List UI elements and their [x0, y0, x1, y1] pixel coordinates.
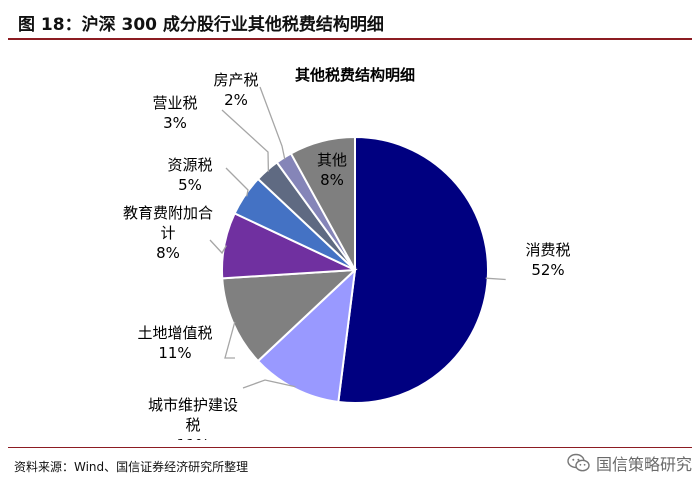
figure-title: 图 18：沪深 300 成分股行业其他税费结构明细	[18, 15, 384, 35]
figure-footer: 资料来源：Wind、国信证券经济研究所整理 国信策略研究	[8, 447, 692, 481]
pie-leader-line	[225, 167, 249, 197]
pie-slice-label: 资源税	[167, 156, 212, 174]
pie-slice	[289, 135, 356, 271]
pie-slice	[256, 267, 357, 404]
pie-leader-line	[259, 86, 286, 160]
pie-leader-line	[209, 239, 227, 255]
pie-slices	[221, 135, 490, 404]
pie-slice-value-label: 8%	[320, 171, 344, 189]
wechat-icon	[567, 453, 590, 472]
pie-leader-lines	[209, 86, 506, 389]
pie-slice	[337, 135, 490, 404]
pie-leader-line	[224, 321, 236, 359]
pie-slice-value-label: 11%	[158, 344, 191, 362]
pie-slice-label: 城市维护建设税	[148, 396, 238, 434]
pie-leader-line	[485, 277, 506, 281]
watermark-text: 国信策略研究	[595, 455, 692, 474]
pie-slice-label: 其他	[317, 151, 347, 169]
pie-slice-value-label: 8%	[156, 244, 180, 262]
pie-slice-value-label: 11%	[176, 436, 209, 440]
source-note: 资料来源：Wind、国信证券经济研究所整理	[14, 460, 249, 474]
pie-slice-value-label: 2%	[224, 91, 248, 109]
pie-slice-label: 营业税	[152, 94, 197, 112]
pie-leader-line	[242, 379, 296, 389]
pie-slice-label: 房产税	[213, 71, 258, 89]
pie-slice-value-label: 5%	[178, 176, 202, 194]
watermark: 国信策略研究	[567, 451, 692, 475]
pie-slice	[221, 268, 358, 363]
pie-slice-label: 消费税	[525, 241, 570, 259]
pie-labels: 消费税 52% 城市维护建设税 11% 土地增值税 11% 教育费附加合计 8% 资源税 5% 营业…	[123, 71, 571, 440]
pie-slice-value-label: 3%	[163, 114, 187, 132]
pie-slice-value-label: 52%	[531, 261, 564, 279]
pie-chart: 其他税费结构明细 消费税 52% 城市维护建设税 11% 土地增值税 11% 教育费附加合计…	[123, 66, 571, 440]
chart-title: 其他税费结构明细	[295, 66, 415, 84]
pie-slice-label: 土地增值税	[137, 324, 212, 342]
pie-slice-label: 教育费附加合计	[123, 204, 213, 242]
figure-header: 图 18：沪深 300 成分股行业其他税费结构明细	[8, 0, 692, 40]
pie-leader-line	[221, 109, 270, 172]
